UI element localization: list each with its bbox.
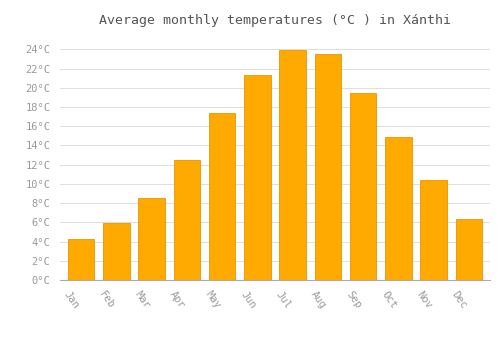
Bar	[138, 198, 165, 280]
Bar	[350, 93, 376, 280]
Bar	[420, 180, 447, 280]
Bar	[209, 113, 236, 280]
Bar	[314, 54, 341, 280]
Title: Average monthly temperatures (°C ) in Xánthi: Average monthly temperatures (°C ) in Xá…	[99, 14, 451, 27]
Bar	[174, 160, 200, 280]
Bar	[280, 50, 306, 280]
Bar	[103, 223, 130, 280]
Bar	[456, 218, 482, 280]
Bar	[244, 75, 270, 280]
Bar	[68, 239, 94, 280]
Bar	[385, 137, 411, 280]
